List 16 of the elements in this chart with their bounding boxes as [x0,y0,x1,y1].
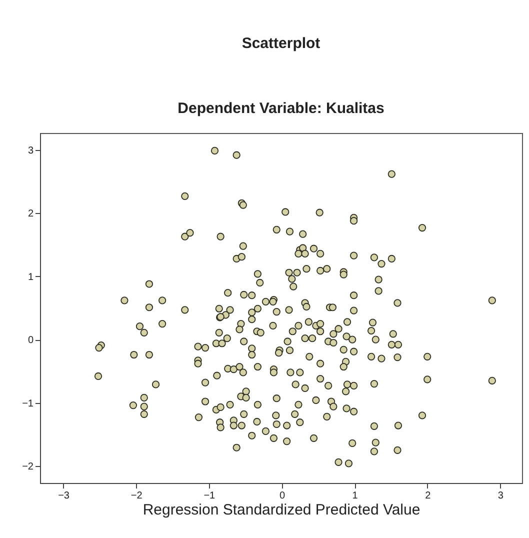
x-tick-label: −3 [58,490,70,502]
y-tick-label: −2 [22,461,34,472]
x-tick-label: 1 [352,490,358,502]
y-tick-label: 3 [28,146,34,157]
x-tick-label: −2 [130,490,143,502]
y-tick-label: 0 [28,335,34,346]
x-tick-label: 0 [279,490,286,502]
chart-subtitle: Dependent Variable: Kualitas [178,100,384,117]
x-axis-title: Regression Standardized Predicted Value [142,502,420,518]
y-tick-label: −1 [22,398,34,410]
x-tick-label: −1 [204,490,216,502]
y-tick-label: 1 [28,272,34,283]
y-tick-label: 2 [28,208,34,220]
x-tick-label: 3 [498,490,504,502]
chart-title: Scatterplot [242,35,320,52]
x-tick-label: 2 [425,490,432,502]
